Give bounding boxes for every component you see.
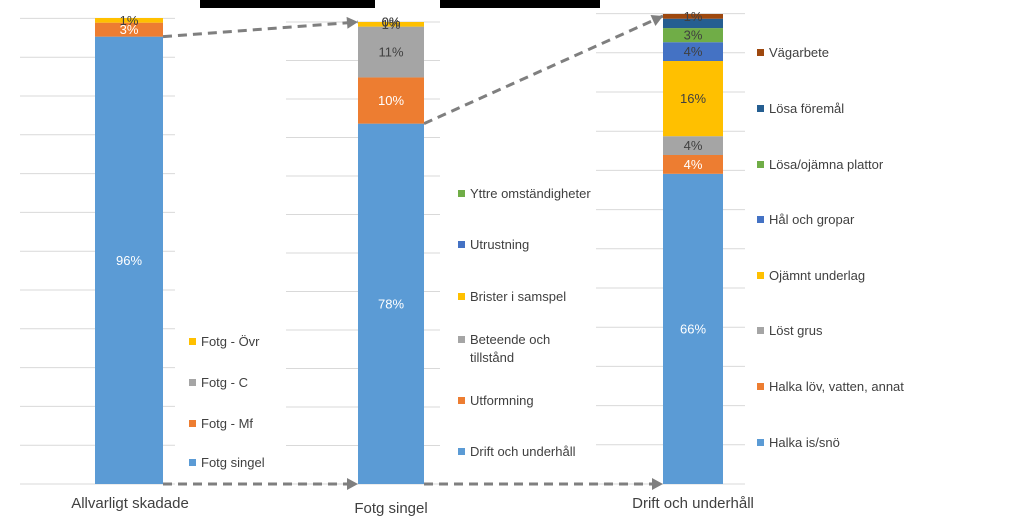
allvarligt-skadade-legend-swatch-fotg-c xyxy=(189,379,196,386)
drift-och-underhall-legend-swatch-lost-grus xyxy=(757,327,764,334)
allvarligt-skadade-legend-label-fotg-ovr: Fotg - Övr xyxy=(201,334,260,349)
drift-och-underhall-data-label-hal-och-gropar: 4% xyxy=(684,44,703,59)
drift-och-underhall-bar-halka-is-sno xyxy=(663,173,723,485)
allvarligt-skadade-bar-fotg-mf xyxy=(95,22,163,37)
connector-top-2-head xyxy=(650,15,663,26)
drift-och-underhall-bar-vagarbete xyxy=(663,14,723,19)
drift-och-underhall-legend-swatch-hal-och-gropar xyxy=(757,216,764,223)
allvarligt-skadade-legend-swatch-fotg-mf xyxy=(189,420,196,427)
drift-och-underhall-legend-swatch-vagarbete xyxy=(757,49,764,56)
fotg-singel-legend-swatch-beteende-och-tillstand xyxy=(458,336,465,343)
connector-top-2 xyxy=(423,14,664,126)
drift-och-underhall-bar-losa-foremal xyxy=(663,18,723,29)
drift-och-underhall-legend-swatch-losa-ojamna-plattor xyxy=(757,161,764,168)
fotg-singel-bar-brister-i-samspel xyxy=(358,22,424,27)
allvarligt-skadade-data-label-fotg-ovr: 1% xyxy=(120,13,139,28)
connector-bottom-1-head xyxy=(347,478,358,490)
fotg-singel-category-label: Fotg singel xyxy=(354,500,427,517)
drift-och-underhall-bar-ojamnt-underlag xyxy=(663,61,723,137)
fotg-singel-legend-swatch-utformning xyxy=(458,397,465,404)
drift-och-underhall-bar-lost-grus xyxy=(663,136,723,155)
drift-och-underhall-legend-label-ojamnt-underlag: Ojämnt underlag xyxy=(769,268,865,283)
drift-och-underhall-legend-label-halka-is-sno: Halka is/snö xyxy=(769,435,840,450)
drift-och-underhall-data-label-vagarbete: 1% xyxy=(684,9,703,24)
allvarligt-skadade-category-label: Allvarligt skadade xyxy=(71,495,189,512)
drift-och-underhall-legend-label-losa-ojamna-plattor: Lösa/ojämna plattor xyxy=(769,157,884,172)
drift-och-underhall-legend-label-halka-lov-vatten-annat: Halka löv, vatten, annat xyxy=(769,379,904,394)
fotg-singel-bar-beteende-och-tillstand xyxy=(358,26,424,78)
drift-och-underhall-legend-label-lost-grus: Löst grus xyxy=(769,323,823,338)
fotg-singel-data-label-yttre-omstandigheter: 0% xyxy=(382,15,401,30)
allvarligt-skadade-legend-label-fotg-mf: Fotg - Mf xyxy=(201,416,253,431)
drift-och-underhall-legend-swatch-halka-is-sno xyxy=(757,439,764,446)
allvarligt-skadade-data-label-fotg-singel: 96% xyxy=(116,253,142,268)
drift-och-underhall-data-label-lost-grus: 4% xyxy=(684,138,703,153)
fotg-singel-data-label-utrustning: 0% xyxy=(382,15,401,30)
allvarligt-skadade-legend-swatch-fotg-ovr xyxy=(189,338,196,345)
fotg-singel-legend-swatch-utrustning xyxy=(458,241,465,248)
fotg-singel-data-label-drift-och-underhall: 78% xyxy=(378,296,404,311)
drift-och-underhall-legend-label-hal-och-gropar: Hål och gropar xyxy=(769,212,855,227)
allvarligt-skadade-legend-label-fotg-singel: Fotg singel xyxy=(201,455,265,470)
drift-och-underhall-data-label-ojamnt-underlag: 16% xyxy=(680,91,706,106)
fotg-singel-legend-label-brister-i-samspel: Brister i samspel xyxy=(470,289,566,304)
drift-och-underhall-data-label-halka-is-sno: 66% xyxy=(680,321,706,336)
drift-och-underhall-category-label: Drift och underhåll xyxy=(632,495,754,512)
fotg-singel-legend-label-drift-och-underhall: Drift och underhåll xyxy=(470,444,576,459)
top-black-bar-2 xyxy=(440,0,600,8)
fotg-singel-data-label-utformning: 10% xyxy=(378,93,404,108)
fotg-singel-legend-label-beteende-och-tillstand: Beteende och tillstånd xyxy=(470,332,550,365)
fotg-singel-legend-swatch-brister-i-samspel xyxy=(458,293,465,300)
drift-och-underhall-legend-swatch-halka-lov-vatten-annat xyxy=(757,383,764,390)
fotg-singel-legend-swatch-drift-och-underhall xyxy=(458,448,465,455)
fotg-singel-data-label-brister-i-samspel: 1% xyxy=(382,17,401,32)
drift-och-underhall-bar-hal-och-gropar xyxy=(663,42,723,61)
connector-bottom-2-head xyxy=(652,478,663,490)
allvarligt-skadade-legend-label-fotg-c: Fotg - C xyxy=(201,375,248,390)
drift-och-underhall-data-label-losa-ojamna-plattor: 3% xyxy=(684,28,703,43)
fotg-singel-legend-label-utformning: Utformning xyxy=(470,393,534,408)
drift-och-underhall-legend-label-vagarbete: Vägarbete xyxy=(769,45,829,60)
connector-top-1 xyxy=(162,20,359,39)
fotg-singel-data-label-beteende-och-tillstand: 11% xyxy=(378,45,403,60)
drift-och-underhall-data-label-halka-lov-vatten-annat: 4% xyxy=(684,157,703,172)
drift-och-underhall-legend-swatch-ojamnt-underlag xyxy=(757,272,764,279)
fotg-singel-legend-swatch-yttre-omstandigheter xyxy=(458,190,465,197)
allvarligt-skadade-legend-swatch-fotg-singel xyxy=(189,459,196,466)
fotg-singel-legend-label-yttre-omstandigheter: Yttre omständigheter xyxy=(470,186,591,201)
drift-och-underhall-bar-losa-ojamna-plattor xyxy=(663,28,723,43)
drift-och-underhall-bar-halka-lov-vatten-annat xyxy=(663,155,723,174)
drift-och-underhall-legend-label-losa-foremal: Lösa föremål xyxy=(769,101,844,116)
allvarligt-skadade-bar-fotg-ovr xyxy=(95,18,163,23)
fotg-singel-bar-utformning xyxy=(358,77,424,124)
drift-och-underhall-legend-swatch-losa-foremal xyxy=(757,105,764,112)
allvarligt-skadade-bar-fotg-singel xyxy=(95,36,163,484)
allvarligt-skadade-data-label-fotg-mf: 3% xyxy=(120,22,139,37)
connector-top-1-head xyxy=(346,16,358,29)
fotg-singel-legend-label-utrustning: Utrustning xyxy=(470,237,529,252)
fotg-singel-bar-drift-och-underhall xyxy=(358,123,424,484)
top-black-bar-1 xyxy=(200,0,375,8)
